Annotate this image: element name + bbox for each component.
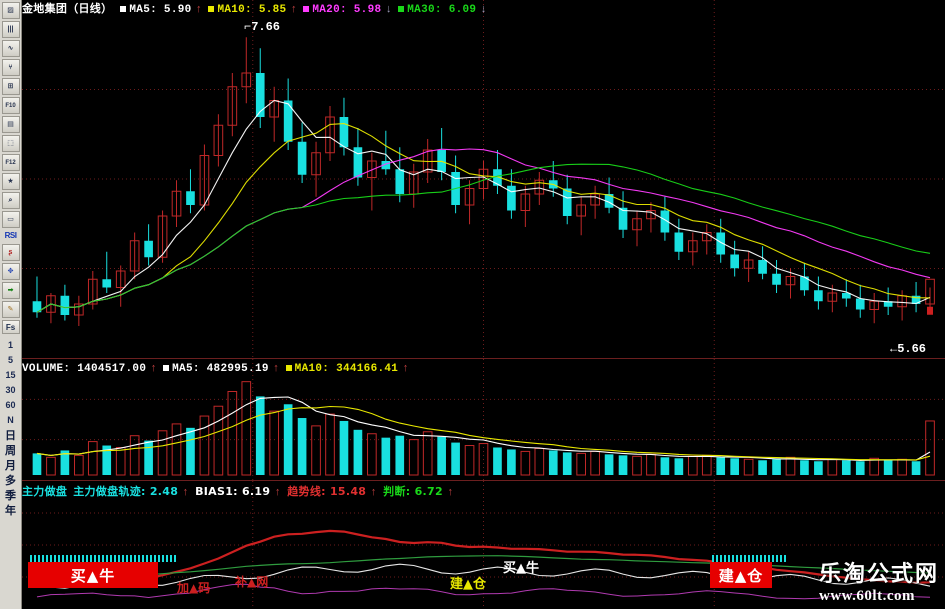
header-item: MA10: 344166.41 — [294, 363, 399, 375]
cycle-item-day[interactable]: 日 — [5, 429, 16, 442]
panel-divider-1 — [22, 358, 945, 359]
favorites-icon[interactable]: ★ — [1, 173, 20, 190]
cycle-item-year[interactable]: 年 — [5, 504, 16, 517]
up-arrow-icon: ↑ — [195, 4, 203, 16]
header-item: 趋势线: 15.48 — [287, 485, 367, 498]
price-chart-svg — [22, 0, 945, 358]
report-icon[interactable]: ▤ — [1, 116, 20, 133]
period-item-15[interactable]: 15 — [5, 369, 16, 380]
move-cross-icon[interactable]: ✥ — [1, 263, 20, 280]
buy-bull-box-left[interactable]: 买▲牛 — [28, 562, 158, 588]
panel-divider-2 — [22, 480, 945, 481]
up-arrow-icon: ↑ — [272, 363, 280, 375]
price-header-bar: 金地集团（日线） MA5: 5.90 ↑ MA10: 5.85 ↑ MA20: 5.98 ↓… — [22, 1, 493, 16]
low-price-label: ←5.66 — [890, 342, 927, 356]
snake-indicator-icon[interactable]: ʂ — [1, 244, 20, 261]
legend-swatch — [303, 6, 310, 13]
header-item: 判断: 6.72 — [383, 485, 443, 498]
period-item-1[interactable]: 1 — [7, 339, 13, 350]
indicator-panel[interactable]: 买▲牛 建▲仓 买▲牛 建▲仓 加▲码 补▲网 — [22, 481, 945, 609]
build-position-label-mid: 建▲仓 — [450, 577, 486, 592]
period-item-60[interactable]: 60 — [5, 399, 16, 410]
period-item-30[interactable]: 30 — [5, 384, 16, 395]
high-price-label: ⌐7.66 — [244, 20, 281, 34]
line-chart-icon[interactable]: ∿ — [1, 40, 20, 57]
multi-window-icon[interactable]: ⊞ — [1, 78, 20, 95]
chart-board-icon[interactable]: ▨ — [1, 2, 20, 19]
cycle-item-week[interactable]: 周 — [5, 444, 16, 457]
indicator-name: 主力做盘 — [22, 485, 68, 498]
period-item-5[interactable]: 5 — [7, 354, 13, 365]
volume-panel[interactable] — [22, 359, 945, 480]
rsi-indicator-label[interactable]: RSI — [4, 230, 17, 240]
legend-swatch — [120, 6, 127, 13]
build-position-box-right[interactable]: 建▲仓 — [710, 562, 772, 588]
chart-board: ⌐7.66 ←5.66 金地集团（日线） MA5: 5.90 ↑ MA10: 5.85… — [22, 0, 945, 609]
header-item: 主力做盘轨迹: 2.48 — [73, 485, 179, 498]
watermark-title: 乐淘公式网 — [818, 562, 939, 587]
ticker-tape-icon[interactable]: ▭ — [1, 211, 20, 228]
red-annotation-left: 加▲码 — [177, 581, 211, 595]
legend-swatch — [208, 6, 215, 13]
up-arrow-icon: ↑ — [150, 363, 158, 375]
legend-swatch — [163, 365, 170, 372]
cyan-signal-bar-left — [30, 555, 178, 562]
watermark: 乐淘公式网 www.60lt.com — [819, 563, 939, 605]
up-arrow-icon: ↑ — [402, 363, 410, 375]
f10-info-icon[interactable]: F10 — [1, 97, 20, 114]
f12-order-icon[interactable]: F12 — [1, 154, 20, 171]
header-item: VOLUME: 1404517.00 — [22, 363, 147, 375]
left-toolbar: ▨ ||| ∿ ⑂ ⊞ F10 ▤ ⬚ F12 ★ ⌕ ▭ RSI ʂ ✥ ➡ … — [0, 0, 22, 609]
period-item-n[interactable]: N — [7, 414, 14, 425]
red-annotation-right: 补▲网 — [235, 575, 269, 589]
watermark-url: www.60lt.com — [818, 588, 915, 604]
up-arrow-icon: ↑ — [274, 487, 282, 499]
up-arrow-icon: ↑ — [182, 487, 190, 499]
candlestick-icon[interactable]: ⑂ — [1, 59, 20, 76]
header-item: MA30: 6.09 — [407, 4, 477, 16]
up-arrow-icon: ↑ — [446, 487, 454, 499]
up-arrow-icon: ↑ — [370, 487, 378, 499]
header-item: MA5: 482995.19 — [172, 363, 269, 375]
cyan-signal-bar-right — [712, 555, 788, 562]
up-arrow-icon: ↑ — [290, 4, 298, 16]
down-arrow-icon: ↓ — [480, 4, 488, 16]
volume-chart-svg — [22, 359, 945, 480]
header-item: MA10: 5.85 — [217, 4, 287, 16]
magnifier-icon[interactable]: ⌕ — [1, 192, 20, 209]
cycle-item-quarter[interactable]: 季 — [5, 489, 16, 502]
buy-bull-label-mid: 买▲牛 — [503, 561, 539, 576]
volume-header-bar: VOLUME: 1404517.00 ↑ MA5: 482995.19 ↑ MA10: … — [22, 362, 415, 377]
fs-button[interactable]: Fs — [1, 320, 20, 334]
header-item: MA20: 5.98 — [312, 4, 382, 16]
cycle-item-month[interactable]: 月 — [5, 459, 16, 472]
pencil-draw-icon[interactable]: ✎ — [1, 301, 20, 318]
header-item: BIAS1: 6.19 — [195, 485, 271, 498]
indicator-chart-svg — [22, 481, 945, 609]
single-stock-icon[interactable]: ⬚ — [1, 135, 20, 152]
down-arrow-icon: ↓ — [385, 4, 393, 16]
indicator-header-bar: 主力做盘 主力做盘轨迹: 2.48 ↑ BIAS1: 6.19 ↑ 趋势线: 15.48 ↑… — [22, 484, 460, 499]
bar-columns-icon[interactable]: ||| — [1, 21, 20, 38]
legend-swatch — [285, 365, 292, 372]
cycle-item-multi[interactable]: 多 — [5, 474, 16, 487]
price-panel[interactable]: ⌐7.66 ←5.66 — [22, 0, 945, 358]
arrow-right-icon[interactable]: ➡ — [1, 282, 20, 299]
header-item: MA5: 5.90 — [129, 4, 192, 16]
legend-swatch — [398, 6, 405, 13]
page-title: 金地集团（日线） — [22, 2, 113, 15]
